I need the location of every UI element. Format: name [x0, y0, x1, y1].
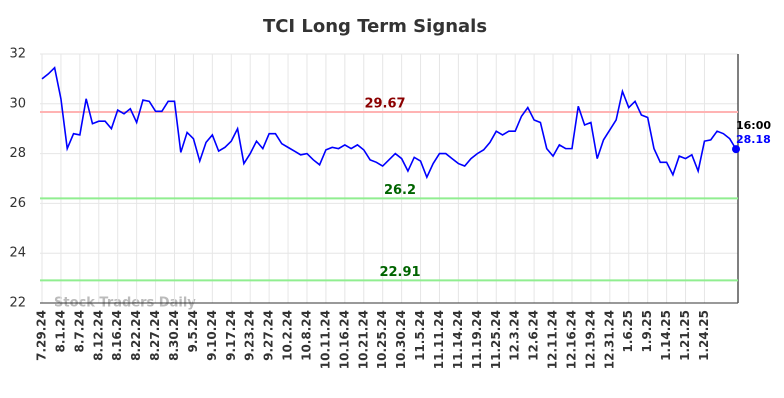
x-tick-label: 12.3.24 — [508, 310, 522, 361]
x-tick-label: 10.30.24 — [394, 310, 408, 369]
y-tick-label: 22 — [9, 296, 26, 311]
x-tick-label: 12.19.24 — [583, 310, 597, 369]
x-tick-label: 10.8.24 — [299, 310, 313, 361]
x-tick-label: 8.7.24 — [72, 310, 86, 353]
reference-label: 22.91 — [379, 265, 420, 280]
x-tick-label: 1.24.25 — [697, 310, 711, 361]
x-tick-label: 10.21.24 — [356, 310, 370, 369]
reference-label: 29.67 — [364, 97, 405, 112]
x-tick-label: 10.25.24 — [375, 310, 389, 369]
x-tick-label: 11.11.24 — [432, 310, 446, 369]
reference-label: 26.2 — [384, 183, 416, 198]
x-tick-label: 1.21.25 — [678, 310, 692, 361]
last-time: 16:00 — [736, 119, 771, 132]
y-tick-label: 26 — [9, 196, 26, 211]
x-tick-label: 8.1.24 — [53, 310, 67, 353]
x-tick-label: 8.12.24 — [91, 310, 105, 361]
x-tick-label: 8.30.24 — [167, 310, 181, 361]
x-tick-label: 12.31.24 — [602, 310, 616, 369]
x-tick-label: 8.27.24 — [148, 310, 162, 361]
x-tick-label: 11.19.24 — [470, 310, 484, 369]
y-tick-label: 24 — [9, 246, 26, 261]
last-value: 28.18 — [736, 133, 771, 146]
x-tick-label: 8.22.24 — [129, 310, 143, 361]
y-tick-label: 30 — [9, 96, 26, 111]
last-point — [732, 145, 740, 154]
x-tick-label: 10.2.24 — [281, 310, 295, 361]
x-tick-label: 9.10.24 — [205, 310, 219, 361]
chart-title: TCI Long Term Signals — [263, 16, 487, 37]
x-tick-label: 10.16.24 — [337, 310, 351, 369]
y-tick-label: 28 — [9, 146, 26, 161]
x-tick-label: 10.11.24 — [318, 310, 332, 369]
x-tick-label: 1.9.25 — [640, 310, 654, 353]
x-tick-label: 11.14.24 — [451, 310, 465, 369]
x-tick-label: 1.6.25 — [621, 310, 635, 353]
x-tick-label: 7.29.24 — [35, 310, 49, 361]
x-tick-label: 9.5.24 — [186, 310, 200, 353]
x-tick-label: 12.16.24 — [564, 310, 578, 369]
y-tick-label: 32 — [9, 47, 26, 62]
x-tick-label: 9.17.24 — [224, 310, 238, 361]
x-tick-label: 12.11.24 — [546, 310, 560, 369]
x-tick-label: 8.16.24 — [110, 310, 124, 361]
price-line — [41, 66, 737, 180]
x-tick-label: 11.25.24 — [489, 310, 503, 369]
x-tick-label: 9.27.24 — [262, 310, 276, 361]
x-tick-label: 11.5.24 — [413, 310, 427, 361]
x-tick-label: 9.23.24 — [243, 310, 257, 361]
x-tick-label: 12.6.24 — [527, 310, 541, 361]
x-tick-label: 1.14.25 — [659, 310, 673, 361]
